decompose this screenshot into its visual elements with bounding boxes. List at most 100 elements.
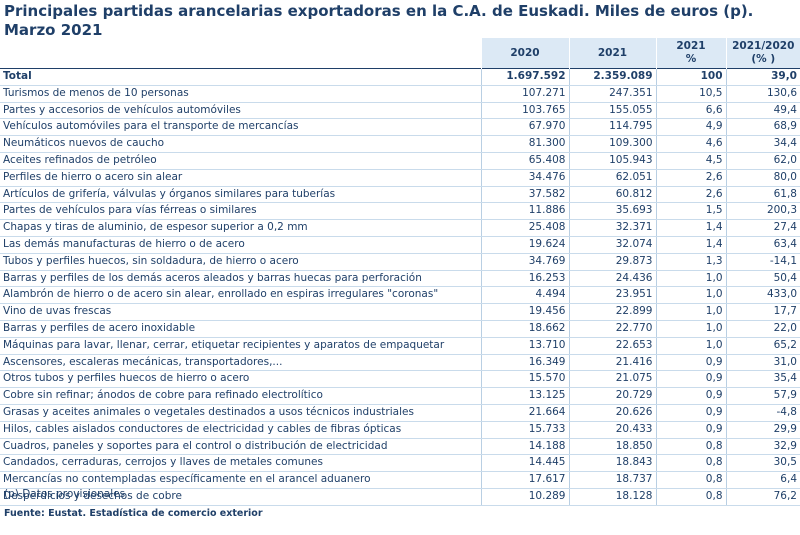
row-share-pct: 1,0 — [655, 303, 726, 321]
row-value-2021: 35.693 — [568, 202, 656, 221]
row-value-2020: 25.408 — [480, 219, 569, 237]
row-variation: 31,0 — [725, 354, 800, 372]
row-label: Aceites refinados de petróleo — [0, 152, 481, 170]
row-value-2020: 15.733 — [480, 421, 569, 439]
table-row: Perfiles de hierro o acero sin alear 34.4… — [0, 169, 800, 187]
row-share-pct: 1,0 — [655, 270, 726, 288]
table-row: Turismos de menos de 10 personas 107.271 2… — [0, 85, 800, 103]
row-value-2020: 13.710 — [480, 337, 569, 355]
row-value-2021: 29.873 — [568, 253, 656, 271]
row-value-2021: 18.128 — [568, 488, 656, 506]
table-row: Barras y perfiles de los demás aceros al… — [0, 270, 800, 288]
row-share-pct: 100 — [655, 68, 726, 86]
row-label: Barras y perfiles de los demás aceros al… — [0, 270, 481, 288]
row-label: Hilos, cables aislados conductores de el… — [0, 421, 481, 439]
row-variation: 130,6 — [725, 85, 800, 103]
header-variation-line2: (% ) — [751, 53, 776, 65]
row-label: Tubos y perfiles huecos, sin soldadura, … — [0, 253, 481, 271]
row-label: Total — [0, 68, 481, 86]
row-variation: 32,9 — [725, 438, 800, 456]
table-header-row: 2020 2021 2021% 2021/2020 (% ) — [0, 38, 800, 69]
row-share-pct: 4,9 — [655, 118, 726, 137]
row-share-pct: 4,6 — [655, 135, 726, 153]
row-variation: 35,4 — [725, 370, 800, 389]
header-2021-pct-line2: % — [685, 53, 697, 65]
row-value-2021: 24.436 — [568, 270, 656, 288]
row-variation: 50,4 — [725, 270, 800, 288]
row-value-2021: 32.074 — [568, 236, 656, 254]
table-row: Ascensores, escaleras mecánicas, transpo… — [0, 354, 800, 372]
row-share-pct: 4,5 — [655, 152, 726, 170]
row-share-pct: 0,9 — [655, 354, 726, 372]
row-label: Partes y accesorios de vehículos automóv… — [0, 102, 481, 120]
page-title: Principales partidas arancelarias export… — [4, 2, 754, 39]
table-row-total: Total 1.697.592 2.359.089 100 39,0 — [0, 68, 800, 86]
row-value-2020: 37.582 — [480, 186, 569, 204]
table-row: Barras y perfiles de acero inoxidable 18.… — [0, 320, 800, 338]
row-label: Las demás manufacturas de hierro o de ac… — [0, 236, 481, 254]
row-variation: 57,9 — [725, 387, 800, 405]
row-variation: 34,4 — [725, 135, 800, 153]
header-2021: 2021 — [568, 38, 656, 69]
row-label: Alambrón de hierro o de acero sin alear,… — [0, 286, 481, 305]
row-value-2020: 67.970 — [480, 118, 569, 137]
row-share-pct: 0,9 — [655, 387, 726, 405]
row-label: Artículos de grifería, válvulas y órgano… — [0, 186, 481, 204]
row-share-pct: 0,8 — [655, 488, 726, 506]
row-variation: 22,0 — [725, 320, 800, 338]
row-share-pct: 1,4 — [655, 236, 726, 254]
header-2021-pct-line1: 2021 — [676, 40, 706, 52]
row-value-2020: 34.476 — [480, 169, 569, 187]
row-share-pct: 2,6 — [655, 186, 726, 204]
table-row: Candados, cerraduras, cerrojos y llaves … — [0, 454, 800, 473]
row-value-2021: 62.051 — [568, 169, 656, 187]
row-label: Barras y perfiles de acero inoxidable — [0, 320, 481, 338]
row-share-pct: 1,0 — [655, 286, 726, 305]
row-share-pct: 1,5 — [655, 202, 726, 221]
row-variation: 80,0 — [725, 169, 800, 187]
row-label: Perfiles de hierro o acero sin alear — [0, 169, 481, 187]
table-row: Otros tubos y perfiles huecos de hierro … — [0, 370, 800, 389]
table-row: Partes y accesorios de vehículos automóv… — [0, 102, 800, 120]
table-row: Artículos de grifería, válvulas y órgano… — [0, 186, 800, 204]
row-value-2020: 10.289 — [480, 488, 569, 506]
row-value-2021: 247.351 — [568, 85, 656, 103]
row-share-pct: 2,6 — [655, 169, 726, 187]
row-value-2020: 13.125 — [480, 387, 569, 405]
row-variation: 30,5 — [725, 454, 800, 473]
row-value-2020: 16.253 — [480, 270, 569, 288]
row-value-2021: 21.075 — [568, 370, 656, 389]
table-row: Vehículos automóviles para el transporte… — [0, 118, 800, 137]
row-variation: 29,9 — [725, 421, 800, 439]
row-value-2020: 17.617 — [480, 471, 569, 489]
table-row: Máquinas para lavar, llenar, cerrar, eti… — [0, 337, 800, 355]
row-variation: 6,4 — [725, 471, 800, 489]
row-share-pct: 1,0 — [655, 320, 726, 338]
row-share-pct: 6,6 — [655, 102, 726, 120]
table-row: Aceites refinados de petróleo 65.408 105.9… — [0, 152, 800, 170]
table-row: Neumáticos nuevos de caucho 81.300 109.300… — [0, 135, 800, 153]
header-variation-line1: 2021/2020 — [732, 40, 795, 52]
table-row: Mercancías no contempladas específicamen… — [0, 471, 800, 489]
row-share-pct: 1,3 — [655, 253, 726, 271]
row-variation: 61,8 — [725, 186, 800, 204]
table-row: Partes de vehículos para vías férreas o … — [0, 202, 800, 221]
row-variation: 17,7 — [725, 303, 800, 321]
table-row: Desperdicios y desechos de cobre 10.289 18… — [0, 488, 800, 506]
row-value-2021: 23.951 — [568, 286, 656, 305]
row-variation: 49,4 — [725, 102, 800, 120]
row-label: Desperdicios y desechos de cobre — [0, 488, 481, 506]
row-variation: 62,0 — [725, 152, 800, 170]
row-variation: 68,9 — [725, 118, 800, 137]
header-empty-cell — [0, 38, 481, 69]
row-value-2021: 18.850 — [568, 438, 656, 456]
row-label: Máquinas para lavar, llenar, cerrar, eti… — [0, 337, 481, 355]
row-label: Turismos de menos de 10 personas — [0, 85, 481, 103]
row-value-2021: 109.300 — [568, 135, 656, 153]
provisional-note: (p) Datos provisionales — [4, 488, 126, 500]
row-value-2020: 21.664 — [480, 404, 569, 422]
row-label: Grasas y aceites animales o vegetales de… — [0, 404, 481, 422]
row-label: Vino de uvas frescas — [0, 303, 481, 321]
row-variation: 63,4 — [725, 236, 800, 254]
row-value-2020: 19.456 — [480, 303, 569, 321]
